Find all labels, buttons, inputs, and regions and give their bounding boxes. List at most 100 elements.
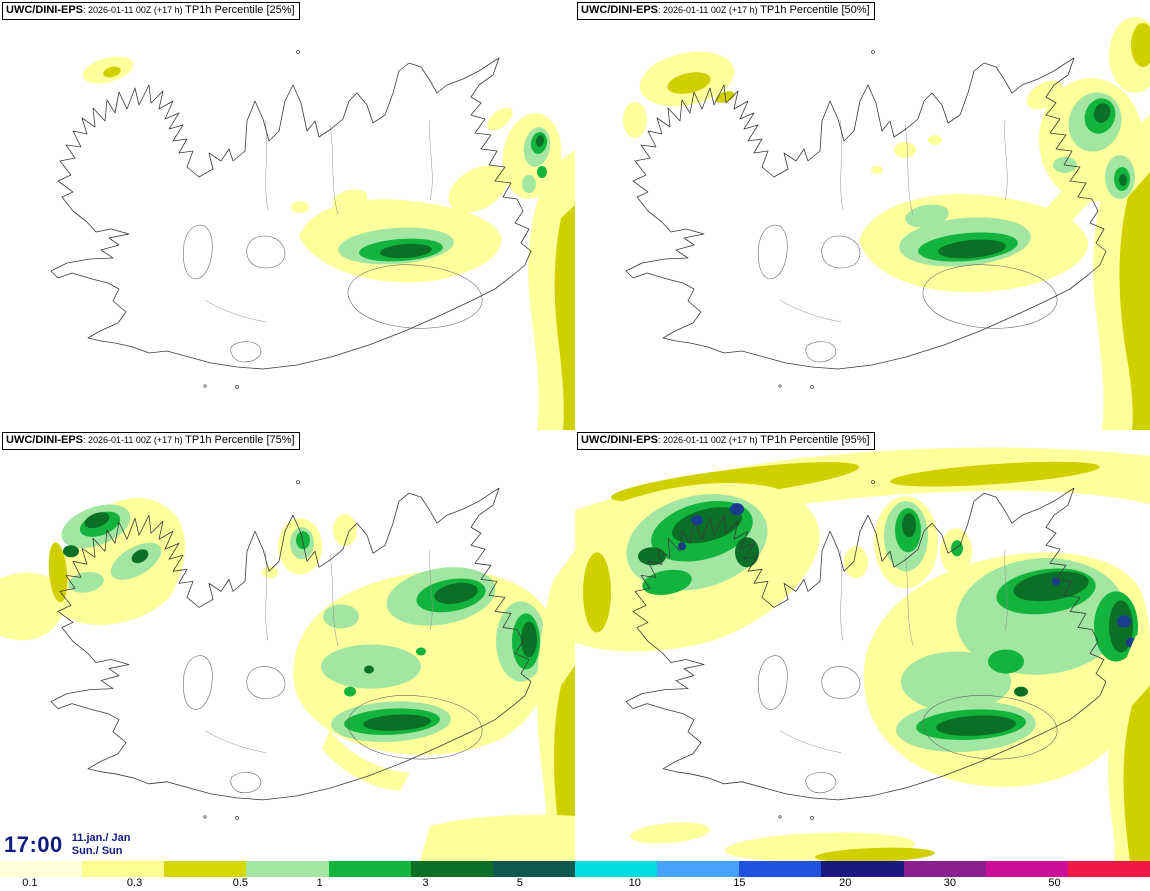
precip-area bbox=[416, 647, 426, 656]
precip-area bbox=[84, 512, 110, 529]
precip-area bbox=[1013, 571, 1089, 602]
color-scale-legend: 0.1 0.3 0.5 1 3 5 10 15 20 30 50 bbox=[0, 861, 1150, 891]
precip-area bbox=[322, 730, 410, 791]
glacier-outline bbox=[230, 772, 262, 794]
precip-area bbox=[1123, 685, 1150, 861]
river-line bbox=[904, 124, 914, 216]
precip-area bbox=[291, 201, 309, 213]
legend-label: 0.3 bbox=[126, 877, 143, 889]
legend-segment bbox=[492, 861, 575, 877]
glacier-outline bbox=[347, 264, 483, 329]
river-line bbox=[1004, 119, 1008, 201]
island bbox=[296, 480, 300, 484]
precip-area bbox=[642, 569, 692, 595]
coastline bbox=[50, 57, 532, 370]
legend-segment bbox=[574, 861, 658, 877]
precip-area bbox=[487, 107, 513, 131]
precip-area bbox=[1117, 615, 1131, 628]
precip-area bbox=[1119, 174, 1127, 186]
precip-area bbox=[332, 189, 368, 211]
iceland-map-p95 bbox=[575, 447, 1150, 861]
legend-segment bbox=[903, 861, 986, 877]
run-info: : 2026-01-11 00Z (+17 h) bbox=[658, 5, 761, 15]
legend-label: 50 bbox=[1048, 877, 1061, 889]
valid-date-line1: 11.jan./ Jan bbox=[71, 832, 131, 844]
glacier-outline bbox=[757, 655, 788, 710]
map-panel-p75: UWC/DINI-EPS: 2026-01-11 00Z (+17 h) TP1… bbox=[0, 430, 575, 861]
precip-area bbox=[554, 665, 575, 861]
precip-area bbox=[901, 651, 1011, 712]
iceland-map-p50 bbox=[623, 17, 1150, 430]
precip-area bbox=[420, 814, 575, 861]
legend-segment bbox=[821, 861, 904, 877]
valid-date-line2: Sun./ Sun bbox=[71, 845, 123, 857]
model-name: UWC/DINI-EPS bbox=[581, 4, 658, 16]
product-name: TP1h Percentile bbox=[760, 434, 839, 446]
river-line bbox=[839, 550, 844, 641]
legend-segment bbox=[739, 861, 822, 877]
glacier-outline bbox=[182, 655, 213, 710]
river-line bbox=[429, 550, 433, 631]
panel-title-p95: UWC/DINI-EPS: 2026-01-11 00Z (+17 h) TP1… bbox=[577, 432, 875, 450]
map-panel-p25: UWC/DINI-EPS: 2026-01-11 00Z (+17 h) TP1… bbox=[0, 0, 575, 430]
island bbox=[235, 385, 239, 389]
precip-area bbox=[0, 572, 65, 641]
legend-segment bbox=[985, 861, 1068, 877]
valid-time-box: 17:00 11.jan./ Jan Sun./ Sun bbox=[0, 830, 141, 860]
map-panel-p95: UWC/DINI-EPS: 2026-01-11 00Z (+17 h) TP1… bbox=[575, 430, 1150, 861]
panel-title-p25: UWC/DINI-EPS: 2026-01-11 00Z (+17 h) TP1… bbox=[2, 2, 300, 20]
precip-area bbox=[262, 566, 278, 579]
precip-area bbox=[844, 546, 868, 579]
precip-area bbox=[902, 513, 916, 538]
glacier-outline bbox=[246, 235, 286, 269]
model-name: UWC/DINI-EPS bbox=[6, 4, 83, 16]
island bbox=[871, 480, 875, 484]
precip-area bbox=[537, 166, 547, 178]
island bbox=[203, 815, 207, 819]
product-name: TP1h Percentile bbox=[760, 4, 839, 16]
precip-area bbox=[344, 686, 356, 697]
river-line bbox=[204, 730, 267, 753]
precip-area bbox=[296, 531, 310, 550]
precip-area bbox=[103, 66, 121, 78]
coastline bbox=[50, 487, 532, 801]
precip-area bbox=[380, 243, 432, 259]
river-line bbox=[839, 119, 844, 211]
glacier-outline bbox=[805, 772, 837, 794]
precip-area bbox=[522, 175, 536, 193]
panel-title-p75: UWC/DINI-EPS: 2026-01-11 00Z (+17 h) TP1… bbox=[2, 432, 300, 450]
precip-area bbox=[735, 537, 759, 568]
legend-label: 3 bbox=[422, 877, 429, 889]
river-line bbox=[264, 119, 269, 211]
legend-label: 0.5 bbox=[232, 877, 248, 889]
percentile-value: [25%] bbox=[263, 4, 295, 16]
precip-area bbox=[638, 547, 666, 566]
legend-segment bbox=[0, 861, 83, 877]
precip-area bbox=[623, 102, 647, 138]
product-name: TP1h Percentile bbox=[185, 4, 264, 16]
precip-area bbox=[1014, 686, 1028, 697]
river-line bbox=[329, 555, 339, 646]
coastline bbox=[625, 57, 1107, 370]
percentile-value: [75%] bbox=[263, 434, 295, 446]
island bbox=[778, 815, 782, 819]
valid-date: 11.jan./ Jan Sun./ Sun bbox=[72, 832, 131, 858]
precip-area bbox=[936, 715, 1016, 736]
map-panel-p50: UWC/DINI-EPS: 2026-01-11 00Z (+17 h) TP1… bbox=[575, 0, 1150, 430]
precip-area bbox=[1131, 23, 1150, 67]
river-line bbox=[1004, 550, 1008, 631]
precip-area bbox=[691, 515, 703, 526]
glacier-outline bbox=[246, 666, 286, 699]
precip-area bbox=[678, 542, 686, 551]
legend-segment bbox=[82, 861, 165, 877]
river-line bbox=[264, 550, 269, 641]
island bbox=[235, 816, 239, 820]
legend-segment bbox=[246, 861, 329, 877]
glacier-outline bbox=[230, 341, 262, 363]
glacier-outline bbox=[922, 264, 1058, 329]
river-line bbox=[204, 299, 267, 323]
legend-label: 15 bbox=[733, 877, 746, 889]
precip-area bbox=[363, 714, 431, 731]
river-line bbox=[779, 299, 842, 323]
glacier-outline bbox=[182, 224, 213, 280]
